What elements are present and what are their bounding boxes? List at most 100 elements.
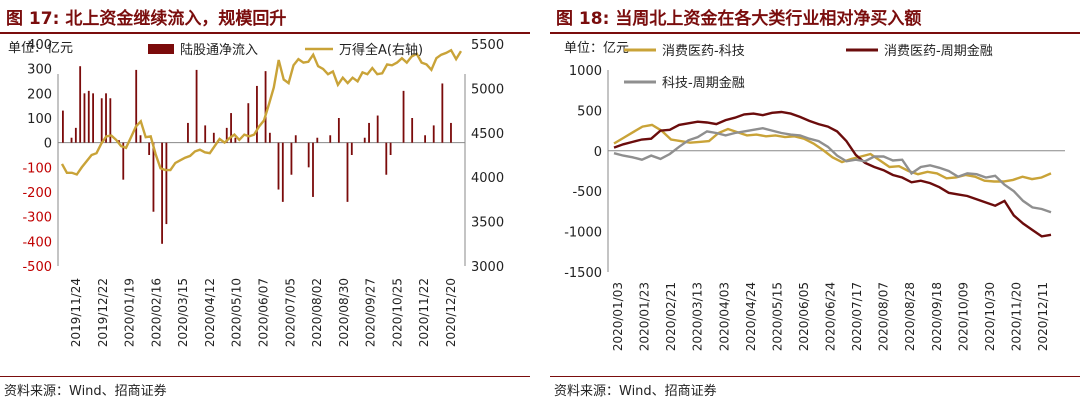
figure-18-x-tick: 2020/02/21 [664,282,678,351]
figure-18-x-tick: 2020/04/24 [744,282,758,351]
figure-18-y-tick: -1000 [564,226,602,241]
figure-17-bar [105,93,107,143]
figure-17-bar [307,142,310,168]
figure-18-x-tick: 2020/12/11 [1036,282,1050,351]
figure-17-bar [316,137,319,143]
figure-17-bar [79,66,82,143]
figure-17-legend-label-line: 万得全A(右轴) [339,42,423,58]
figure-17-left-tick: -200 [22,186,52,201]
figure-17-x-tick: 2020/06/07 [257,278,271,347]
figure-17-bar [329,135,332,143]
figure-18-x-tick: 2020/08/28 [903,282,917,351]
figure-17-bar [268,132,271,143]
figure-17-bar [92,93,94,143]
figure-18-x-tick: 2020/05/15 [770,282,784,351]
figure-17-bar [212,132,215,143]
figure-17-x-tick: 2020/08/02 [310,278,324,347]
figure-17-title: 北上资金继续流入，规模回升 [65,8,287,29]
figure-17-bar [281,142,284,202]
figure-17-bar [165,142,168,225]
figure-17-bar [195,69,198,143]
figure-18-header: 图 18: 当周北上资金在各大类行业相对净买入额 [550,0,1080,34]
figure-17-x-tick: 2020/09/27 [364,278,378,347]
figure-17-right-tick: 3500 [471,216,504,231]
figure-17-bar [230,113,232,143]
figure-17-bar [122,142,125,180]
figure-17-left-tick: -500 [22,260,52,275]
figure-17-bar [432,125,435,143]
figure-17-right-tick: 4000 [471,171,504,186]
figure-17-bar [152,142,155,212]
figure-17-right-tick: 4500 [471,127,504,142]
figure-17-bar [350,142,353,155]
figure-18-number: 图 18: [556,8,610,29]
figure-17-bar [277,142,280,190]
figure-18-legend-label-3: 科技-周期金融 [662,75,745,91]
figure-18-legend-label-2: 消费医药-周期金融 [884,43,993,59]
figure-17-x-tick: 2020/07/05 [283,278,297,347]
figure-17-x-tick: 2020/12/20 [444,278,458,347]
figure-17-unit-label: 单位：亿元 [8,41,73,56]
figure-18-x-tick: 2020/11/20 [1009,282,1023,351]
figure-17-bar [135,69,138,143]
figure-17-bar [450,122,452,143]
figure-18-x-tick: 2020/06/24 [824,282,838,351]
figure-17-bar [441,83,444,143]
figure-18-x-tick: 2020/09/18 [930,282,944,351]
figure-17-x-tick: 2019/11/24 [69,278,83,347]
figure-17-x-tick: 2019/12/22 [96,278,110,347]
figure-17-source: 资料来源：Wind、招商证券 [4,384,167,399]
figure-17-left-tick: 400 [27,38,52,53]
figure-17-x-tick: 2020/01/19 [123,278,137,347]
figure-18-y-tick: -1500 [564,266,602,281]
figure-17-bar [264,71,267,143]
figure-18-footer-rule [550,376,1080,377]
figure-17-x-tick: 2020/10/25 [390,278,404,347]
figure-17-bar [139,135,142,143]
figure-17-number: 图 17: [6,8,60,29]
figure-17-line [60,48,463,176]
figure-17-left-tick: 100 [27,112,52,127]
figure-17-chart: 单位：亿元 -500 -400 -300 -200 -100 0 100 200 300 400 30… [8,38,504,347]
figure-17-x-tick: 2020/04/12 [203,278,217,347]
figure-18-chart: 单位：亿元 -1500 -1000 -500 0 500 1000 消费医药-科技 消费医药-周… [564,41,1065,351]
figure-18-y-tick: 500 [577,104,602,119]
figure-17-legend-label-bars: 陆股通净流入 [180,42,258,58]
figure-17-bar [204,125,207,143]
figure-17-legend-swatch-bars [148,44,174,54]
figure-17-bar [346,142,349,202]
figure-17-bar [389,142,392,155]
figure-18-x-tick: 2020/01/03 [611,282,625,351]
figure-17-header: 图 17: 北上资金继续流入，规模回升 [0,0,530,34]
figure-17-bar [83,93,86,143]
figure-18-legend-label-1: 消费医药-科技 [662,44,745,59]
figure-17-bar [70,137,73,143]
figure-18-title: 当周北上资金在各大类行业相对净买入额 [615,8,922,29]
figure-18-x-tick: 2020/08/07 [877,282,891,351]
figure-18-x-tick: 2020/01/23 [638,282,652,351]
figure-18-line-3 [613,126,1052,214]
figure-17-bar [411,118,414,143]
figure-17-bar [290,142,293,175]
figure-18-x-tick: 2020/06/05 [797,282,811,351]
figure-17-footer-rule [0,376,530,377]
figure-17-x-tick: 2020/02/16 [149,278,163,347]
figure-18-unit-label: 单位：亿元 [564,41,629,56]
figure-18-x-tick: 2020/04/03 [717,282,731,351]
figure-17-bar [148,142,151,155]
figure-17-bar [312,142,314,197]
figure-17-left-tick: 300 [27,63,52,78]
figure-17-bar [424,135,427,143]
figure-17-bar [247,103,250,143]
figure-17-bar [225,127,228,143]
figure-17-bar [74,127,77,143]
figure-17-x-tick: 2020/08/30 [337,278,351,347]
figure-17-bar [118,140,120,143]
figure-17-panel: 图 17: 北上资金继续流入，规模回升 单位：亿元 -500 -400 -300 -20… [0,0,530,405]
figure-17-bar [385,142,388,175]
figure-17-x-tick: 2020/05/10 [230,278,244,347]
figure-17-right-tick: 3000 [471,260,504,275]
figure-17-bar [100,98,103,143]
figure-17-left-tick: 200 [27,87,52,102]
figure-17-left-tick: -300 [22,211,52,226]
